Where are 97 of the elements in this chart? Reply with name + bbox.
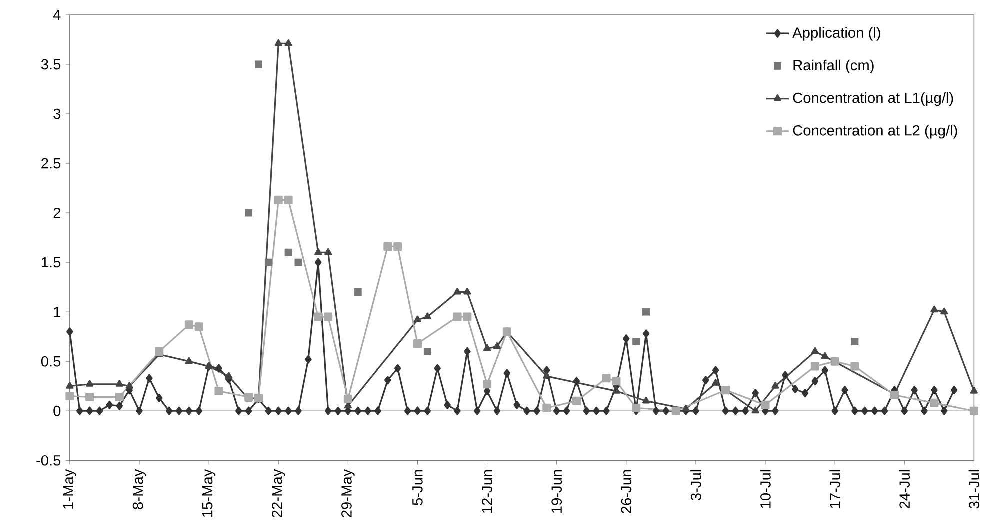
- point: [274, 40, 282, 46]
- point: [572, 397, 581, 406]
- y-tick-label: 2.5: [42, 158, 61, 169]
- x-tick-label: 10-Jul: [760, 470, 771, 508]
- legend-label: Concentration at L2 (µg/l): [793, 125, 958, 139]
- point: [194, 322, 204, 332]
- legend-label: Concentration at L1(µg/l): [793, 92, 954, 106]
- x-tick-label: 12-Jun: [482, 470, 492, 514]
- point: [483, 344, 492, 352]
- x-tick-label: 8-May: [132, 470, 146, 510]
- y-tick-label: 4: [53, 10, 61, 20]
- point: [354, 288, 362, 296]
- point: [284, 249, 292, 257]
- point: [850, 362, 860, 371]
- point: [424, 348, 432, 356]
- point: [284, 40, 292, 46]
- point: [314, 248, 322, 256]
- y-tick-label: 1: [54, 307, 61, 318]
- point: [602, 374, 611, 383]
- point: [245, 209, 253, 217]
- x-tick-label: 1-May: [63, 470, 76, 510]
- x-tick-label: 3-Jul: [690, 470, 702, 501]
- y-tick-label: -0.5: [36, 456, 61, 466]
- x-tick-label: 24-Jul: [899, 470, 910, 509]
- x-tick-label: 22-May: [272, 470, 286, 518]
- point: [642, 397, 650, 404]
- point: [126, 382, 134, 390]
- point: [116, 380, 124, 388]
- point: [930, 399, 939, 408]
- point: [682, 405, 690, 412]
- point: [752, 407, 760, 414]
- point: [324, 312, 333, 322]
- point: [970, 407, 978, 416]
- point: [324, 248, 332, 256]
- point: [970, 387, 978, 394]
- y-tick-label: 0: [54, 406, 61, 416]
- x-tick-label: 26-Jun: [621, 470, 632, 514]
- point: [225, 372, 233, 380]
- point: [155, 348, 164, 356]
- y-tick-label: 0.5: [41, 356, 61, 367]
- x-tick-label: 29-May: [342, 470, 355, 518]
- y-tick-label: 2: [54, 208, 61, 218]
- point: [424, 312, 432, 320]
- y-tick-label: 3: [54, 109, 61, 120]
- point: [851, 338, 859, 346]
- point: [821, 352, 829, 360]
- point: [294, 259, 302, 266]
- point: [255, 60, 262, 68]
- point: [712, 379, 720, 386]
- point: [464, 288, 472, 295]
- point: [453, 312, 462, 322]
- point: [274, 196, 283, 205]
- point: [414, 316, 422, 323]
- point: [454, 288, 462, 295]
- point: [612, 387, 620, 394]
- y-tick-label: 1.5: [42, 258, 61, 268]
- point: [284, 196, 293, 205]
- point: [940, 308, 948, 315]
- point: [632, 338, 640, 346]
- point: [115, 393, 124, 402]
- point: [772, 382, 780, 390]
- point: [86, 393, 94, 402]
- point: [86, 380, 94, 388]
- point: [413, 340, 422, 348]
- point: [930, 306, 938, 313]
- point: [761, 401, 770, 410]
- x-tick-label: 17-Jul: [830, 470, 840, 508]
- point: [632, 404, 641, 413]
- point: [394, 242, 402, 252]
- point: [542, 404, 552, 413]
- point: [830, 358, 840, 366]
- point: [214, 387, 224, 396]
- point: [66, 382, 74, 390]
- point: [344, 395, 352, 404]
- point: [384, 242, 392, 252]
- point: [543, 372, 551, 380]
- point: [722, 386, 730, 395]
- point: [890, 391, 899, 400]
- point: [264, 259, 272, 266]
- point: [314, 312, 323, 322]
- legend-label: Application (l): [792, 27, 880, 42]
- y-tick-label: 3.5: [41, 60, 61, 70]
- x-tick-label: 5-Jun: [412, 470, 423, 506]
- point: [642, 308, 650, 316]
- legend-label: Rainfall (cm): [794, 60, 874, 74]
- x-tick-label: 31-Jul: [968, 470, 980, 509]
- point: [66, 392, 74, 401]
- point: [612, 377, 621, 386]
- point: [811, 348, 819, 354]
- point: [810, 362, 820, 371]
- x-tick-label: 19-Jun: [552, 470, 562, 514]
- point: [483, 380, 492, 389]
- point: [184, 320, 194, 330]
- point: [463, 312, 472, 322]
- x-tick-label: 15-May: [202, 470, 216, 518]
- point: [493, 342, 502, 350]
- point: [185, 358, 193, 364]
